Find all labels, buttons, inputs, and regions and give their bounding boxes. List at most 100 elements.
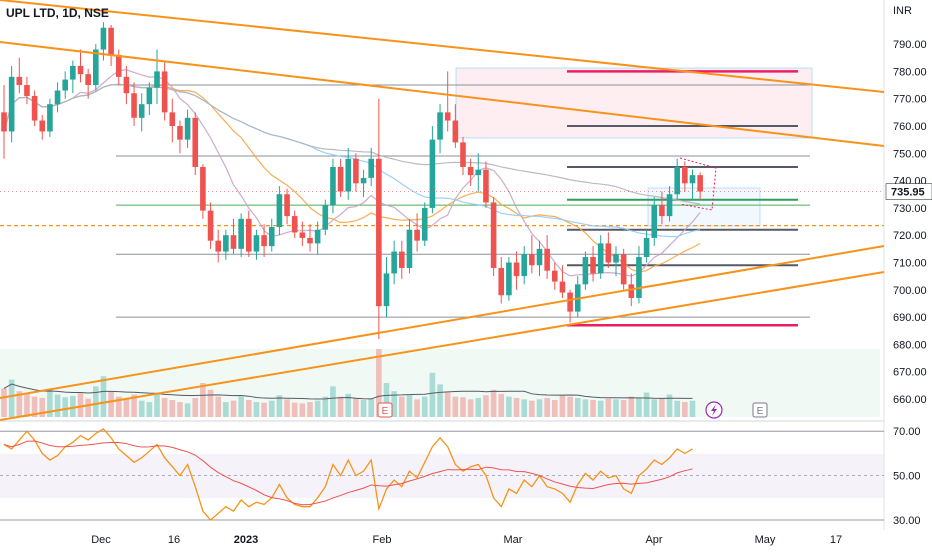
candle[interactable] bbox=[123, 65, 130, 105]
candle[interactable] bbox=[643, 229, 650, 263]
volume-bar bbox=[154, 393, 160, 417]
trend-line[interactable] bbox=[0, 41, 885, 147]
candle[interactable] bbox=[253, 229, 260, 260]
candle[interactable] bbox=[284, 188, 290, 225]
trend-line[interactable] bbox=[0, 0, 885, 93]
candle[interactable] bbox=[223, 229, 229, 260]
candle[interactable] bbox=[299, 221, 306, 247]
candle[interactable] bbox=[146, 82, 153, 116]
candle[interactable] bbox=[337, 158, 344, 197]
candle[interactable] bbox=[682, 161, 688, 192]
candle[interactable] bbox=[192, 112, 199, 176]
candle[interactable] bbox=[552, 262, 558, 290]
earnings-marker[interactable] bbox=[377, 402, 393, 418]
candle[interactable] bbox=[697, 172, 703, 200]
candle[interactable] bbox=[261, 224, 267, 258]
candle[interactable] bbox=[184, 109, 191, 148]
candle[interactable] bbox=[574, 276, 581, 318]
candle[interactable] bbox=[536, 240, 543, 277]
candle[interactable] bbox=[529, 235, 535, 274]
candle[interactable] bbox=[345, 147, 352, 200]
candle[interactable] bbox=[613, 246, 619, 277]
candle[interactable] bbox=[77, 49, 84, 83]
candle[interactable] bbox=[230, 218, 237, 255]
candle[interactable] bbox=[590, 246, 596, 282]
candle[interactable] bbox=[39, 115, 46, 140]
candle[interactable] bbox=[406, 218, 413, 274]
candle[interactable] bbox=[307, 224, 313, 252]
candle[interactable] bbox=[1, 85, 7, 159]
volume-bar bbox=[444, 392, 451, 417]
candle[interactable] bbox=[360, 169, 367, 197]
candle[interactable] bbox=[268, 218, 275, 252]
candle[interactable] bbox=[246, 210, 252, 258]
candle[interactable] bbox=[582, 251, 589, 290]
candle[interactable] bbox=[498, 257, 505, 304]
trend-line[interactable] bbox=[0, 245, 885, 399]
candle[interactable] bbox=[437, 104, 443, 154]
candle[interactable] bbox=[330, 158, 336, 214]
candle[interactable] bbox=[490, 196, 497, 277]
candle[interactable] bbox=[368, 147, 374, 187]
candle[interactable] bbox=[70, 60, 76, 94]
candle[interactable] bbox=[276, 186, 283, 236]
candle[interactable] bbox=[169, 98, 176, 143]
candle[interactable] bbox=[429, 126, 436, 214]
candle[interactable] bbox=[421, 202, 428, 247]
candle[interactable] bbox=[651, 196, 658, 247]
candle[interactable] bbox=[62, 71, 68, 99]
candle[interactable] bbox=[238, 213, 244, 258]
candle[interactable] bbox=[467, 158, 474, 187]
candle[interactable] bbox=[506, 257, 512, 301]
candle[interactable] bbox=[544, 235, 550, 279]
candle[interactable] bbox=[559, 265, 566, 298]
candle[interactable] bbox=[513, 251, 520, 290]
trend-line[interactable] bbox=[0, 271, 885, 421]
candle[interactable] bbox=[207, 202, 214, 249]
earnings-marker[interactable] bbox=[752, 402, 768, 418]
candle[interactable] bbox=[47, 98, 53, 137]
candle[interactable] bbox=[291, 210, 298, 238]
candle[interactable] bbox=[659, 191, 665, 225]
candle[interactable] bbox=[376, 98, 382, 339]
currency-label: INR bbox=[893, 5, 912, 17]
candle[interactable] bbox=[383, 257, 390, 318]
candle[interactable] bbox=[597, 235, 604, 279]
candle[interactable] bbox=[93, 44, 99, 91]
candle[interactable] bbox=[85, 68, 91, 99]
candle[interactable] bbox=[666, 186, 673, 222]
candle[interactable] bbox=[322, 199, 329, 236]
candle[interactable] bbox=[154, 49, 160, 105]
candle[interactable] bbox=[414, 213, 420, 252]
candle[interactable] bbox=[16, 57, 23, 94]
candle[interactable] bbox=[391, 240, 397, 285]
candle[interactable] bbox=[483, 161, 489, 208]
candle[interactable] bbox=[177, 120, 183, 154]
candle[interactable] bbox=[620, 248, 627, 290]
candle[interactable] bbox=[24, 76, 30, 105]
candle[interactable] bbox=[605, 232, 612, 268]
candle[interactable] bbox=[108, 24, 114, 66]
candle[interactable] bbox=[353, 153, 359, 192]
candle[interactable] bbox=[567, 289, 573, 323]
candle[interactable] bbox=[54, 82, 61, 113]
candle[interactable] bbox=[161, 60, 168, 121]
candle-body bbox=[200, 166, 206, 211]
candle[interactable] bbox=[444, 71, 451, 132]
candle[interactable] bbox=[636, 246, 642, 304]
candle[interactable] bbox=[131, 82, 137, 126]
candle[interactable] bbox=[460, 136, 466, 176]
candle[interactable] bbox=[521, 246, 527, 285]
candle[interactable] bbox=[8, 65, 15, 143]
candle[interactable] bbox=[674, 158, 680, 200]
candle[interactable] bbox=[399, 240, 405, 279]
candle[interactable] bbox=[689, 169, 696, 200]
candle[interactable] bbox=[475, 153, 482, 192]
candle[interactable] bbox=[452, 104, 459, 148]
candle[interactable] bbox=[31, 90, 38, 126]
candle[interactable] bbox=[314, 221, 321, 255]
candle[interactable] bbox=[200, 164, 206, 219]
candle[interactable] bbox=[138, 93, 145, 132]
candle[interactable] bbox=[215, 229, 221, 263]
